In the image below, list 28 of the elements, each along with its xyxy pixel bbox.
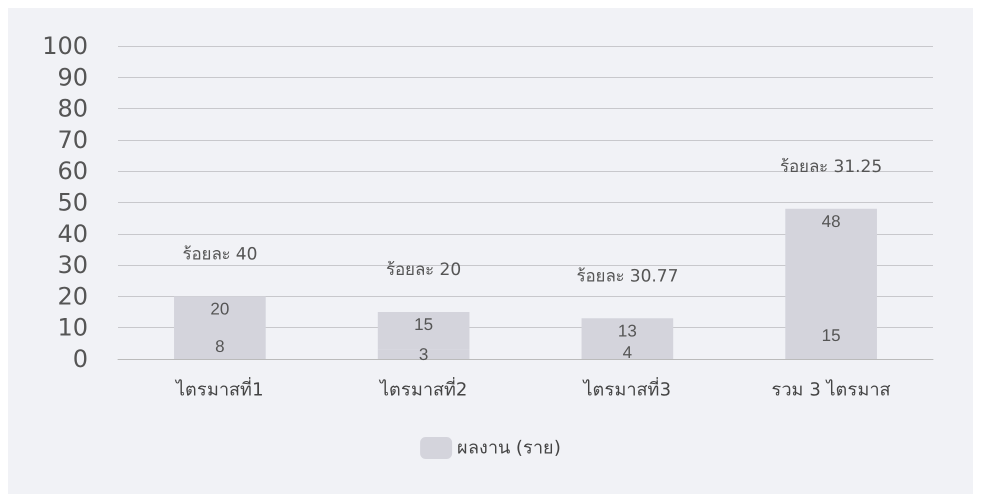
legend-label: ผลงาน (ราย) bbox=[457, 438, 561, 458]
y-tick-label: 90 bbox=[57, 63, 88, 92]
x-tick-label: รวม 3 ไตรมาส bbox=[772, 378, 891, 400]
x-tick-label: ไตรมาสที่2 bbox=[378, 376, 468, 400]
y-tick-label: 0 bbox=[72, 345, 88, 373]
y-tick-label: 100 bbox=[42, 32, 88, 60]
annotation: ร้อยละ 30.77 bbox=[576, 266, 678, 286]
y-tick-label: 70 bbox=[57, 126, 88, 154]
annotation: ร้อยละ 20 bbox=[386, 260, 462, 280]
total-label: 15 bbox=[414, 315, 434, 334]
annotation: ร้อยละ 40 bbox=[182, 244, 258, 264]
y-tick-label: 40 bbox=[57, 220, 88, 248]
annotation: ร้อยละ 31.25 bbox=[780, 156, 882, 177]
data-label: 8 bbox=[215, 336, 225, 356]
data-label: 4 bbox=[622, 343, 632, 362]
data-label: 3 bbox=[418, 344, 428, 364]
y-tick-label: 60 bbox=[57, 157, 88, 186]
data-label: 15 bbox=[822, 326, 841, 346]
y-tick-label: 50 bbox=[57, 188, 88, 216]
x-tick-label: ไตรมาสที่1 bbox=[174, 376, 264, 400]
x-tick-label: ไตรมาสที่3 bbox=[582, 376, 672, 400]
y-tick-label: 20 bbox=[57, 282, 88, 310]
total-label: 20 bbox=[210, 299, 230, 318]
total-label: 48 bbox=[822, 212, 841, 231]
y-tick-label: 30 bbox=[57, 251, 88, 280]
y-tick-label: 10 bbox=[57, 314, 88, 342]
y-tick-label: 80 bbox=[57, 94, 88, 123]
total-label: 13 bbox=[618, 321, 637, 340]
